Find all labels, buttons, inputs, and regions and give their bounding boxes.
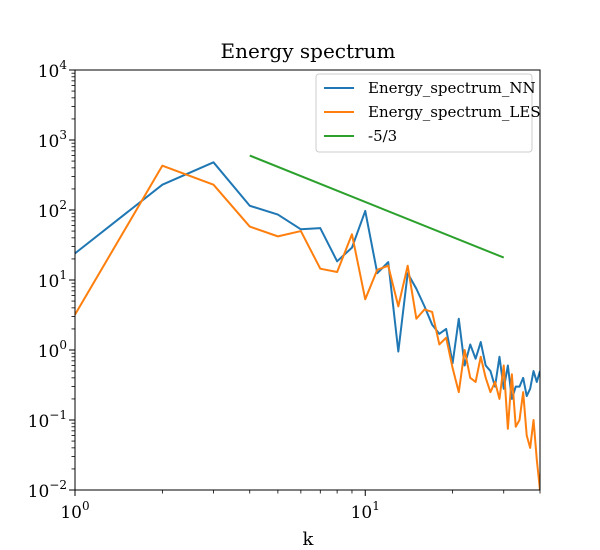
x-axis-label: k [303, 529, 315, 550]
series-line-2 [249, 154, 505, 259]
legend-label-0: Energy_spectrum_NN [368, 79, 536, 97]
legend-label-2: -5/3 [368, 127, 397, 145]
axes: 100 101 10−2 10−1 100 101 102 103 104 [28, 58, 541, 523]
plot-lines [75, 154, 540, 490]
y-tick-label: 10−1 [28, 408, 67, 432]
legend-label-1: Energy_spectrum_LES [368, 103, 541, 121]
chart-title: Energy spectrum [221, 39, 396, 63]
y-tick-label: 103 [38, 128, 67, 152]
y-tick-label: 104 [38, 58, 68, 82]
series-line-0 [75, 161, 540, 400]
y-tick-label: 10−2 [28, 478, 67, 502]
y-tick-label: 100 [38, 338, 67, 362]
x-tick-label: 100 [60, 499, 89, 523]
x-tick-label: 101 [351, 499, 380, 523]
y-tick-label: 102 [38, 198, 67, 222]
legend: Energy_spectrum_NN Energy_spectrum_LES -5/… [315, 73, 541, 153]
y-tick-label: 101 [38, 268, 67, 292]
legend-box [315, 73, 533, 153]
series-line-1 [75, 164, 540, 490]
